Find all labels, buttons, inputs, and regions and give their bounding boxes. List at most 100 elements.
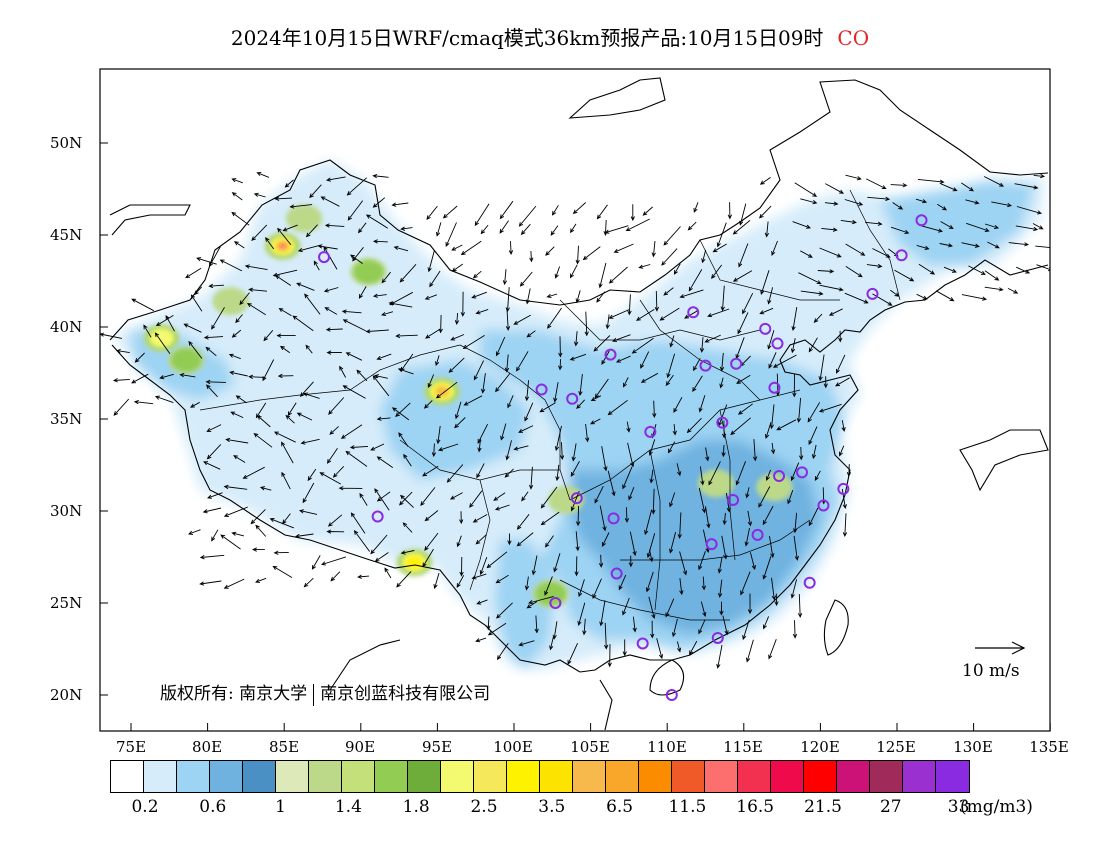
wind-arrow [844, 292, 869, 304]
wind-arrow [323, 287, 339, 293]
wind-arrow [570, 223, 577, 234]
lon-label: 110E [647, 738, 687, 756]
wind-arrow [599, 600, 606, 627]
station-marker [771, 337, 784, 350]
colorbar-swatch [639, 761, 672, 792]
wind-arrow [205, 384, 218, 398]
wind-arrow [422, 548, 434, 568]
colorbar-swatch [837, 761, 870, 792]
wind-arrow [623, 377, 629, 388]
wind-arrow [671, 618, 678, 638]
wind-arrow [438, 443, 459, 452]
wind-arrow [326, 447, 338, 464]
wind-arrow [721, 420, 727, 439]
station-marker [644, 425, 657, 438]
wind-arrow [287, 402, 297, 417]
wind-arrow [255, 577, 267, 583]
wind-arrow [475, 534, 487, 545]
wind-arrow [676, 463, 682, 477]
wind-arrow [598, 262, 607, 289]
wind-arrow [479, 556, 488, 576]
wind-arrow [916, 293, 928, 300]
wind-arrow [758, 486, 771, 508]
wind-arrow [554, 266, 561, 279]
colorbar-tick-label: 11.5 [668, 797, 707, 817]
wind-arrow [749, 552, 756, 571]
wind-arrow [350, 512, 366, 534]
wind-arrow [823, 376, 828, 389]
wind-arrow [737, 312, 749, 335]
wind-arrow [841, 488, 847, 510]
wind-arrow [256, 171, 270, 178]
wind-arrow [669, 492, 676, 508]
wind-arrow [1014, 183, 1039, 190]
colorbar-tick-label: 6.5 [606, 797, 634, 817]
wind-arrow [309, 184, 322, 199]
wind-arrow [339, 365, 346, 378]
wind-arrow [518, 425, 534, 433]
wind-arrow [890, 289, 900, 297]
wind-arrow [276, 333, 296, 338]
lon-label: 90E [344, 738, 376, 756]
station-marker [817, 499, 830, 512]
wind-arrow [388, 301, 413, 308]
wind-arrow [381, 271, 391, 284]
wind-arrow [374, 552, 389, 562]
wind-arrow [594, 485, 604, 504]
wind-arrow [575, 245, 580, 265]
wind-arrow [480, 224, 489, 235]
wind-arrow [525, 288, 531, 305]
wind-arrow [420, 487, 436, 506]
wind-arrow [252, 547, 265, 552]
wind-arrow [838, 330, 843, 343]
wind-arrow [207, 492, 223, 499]
wind-arrow [730, 417, 751, 436]
wind-arrow [231, 211, 250, 226]
wind-arrow [940, 221, 954, 230]
wind-arrow [790, 462, 800, 482]
wind-arrow [818, 354, 825, 382]
wind-scale-label: 10 m/s [962, 661, 1020, 681]
wind-arrow [701, 576, 707, 591]
wind-arrow [807, 402, 821, 423]
high-concentration-patch [264, 232, 301, 261]
wind-arrow [250, 509, 266, 525]
station-marker [371, 510, 384, 523]
wind-arrow [233, 241, 245, 249]
wind-arrow [372, 239, 388, 244]
wind-arrow [686, 417, 702, 434]
wind-arrow [188, 340, 203, 359]
wind-arrow [800, 250, 813, 258]
wind-arrow [736, 374, 751, 384]
wind-arrow [673, 263, 681, 275]
wind-arrow [427, 250, 435, 273]
wind-arrow [672, 424, 677, 436]
wind-arrow [494, 504, 510, 511]
colorbar-swatch [573, 761, 606, 792]
wind-arrow [300, 438, 320, 445]
wind-arrow [349, 445, 369, 450]
high-concentration-patch [143, 324, 180, 353]
wind-arrow [567, 643, 579, 665]
wind-arrow [845, 243, 866, 256]
wind-arrow [987, 241, 1000, 249]
wind-arrow [607, 644, 612, 668]
wind-arrow [302, 482, 315, 504]
wind-arrow [845, 266, 863, 278]
wind-arrow [817, 269, 835, 274]
wind-arrow [593, 335, 611, 352]
wind-arrow [574, 556, 579, 577]
wind-arrow [577, 602, 586, 627]
wind-arrow [518, 640, 535, 647]
wind-arrow [435, 222, 442, 237]
wind-arrow [834, 377, 850, 387]
wind-arrow [370, 443, 385, 451]
wind-arrow [188, 529, 201, 535]
wind-arrow [708, 461, 721, 486]
wind-arrow [651, 241, 656, 258]
wind-arrow [764, 422, 772, 439]
wind-arrow [303, 392, 320, 399]
station-marker [759, 322, 772, 335]
wind-arrow [712, 243, 727, 253]
wind-arrow [821, 227, 838, 232]
